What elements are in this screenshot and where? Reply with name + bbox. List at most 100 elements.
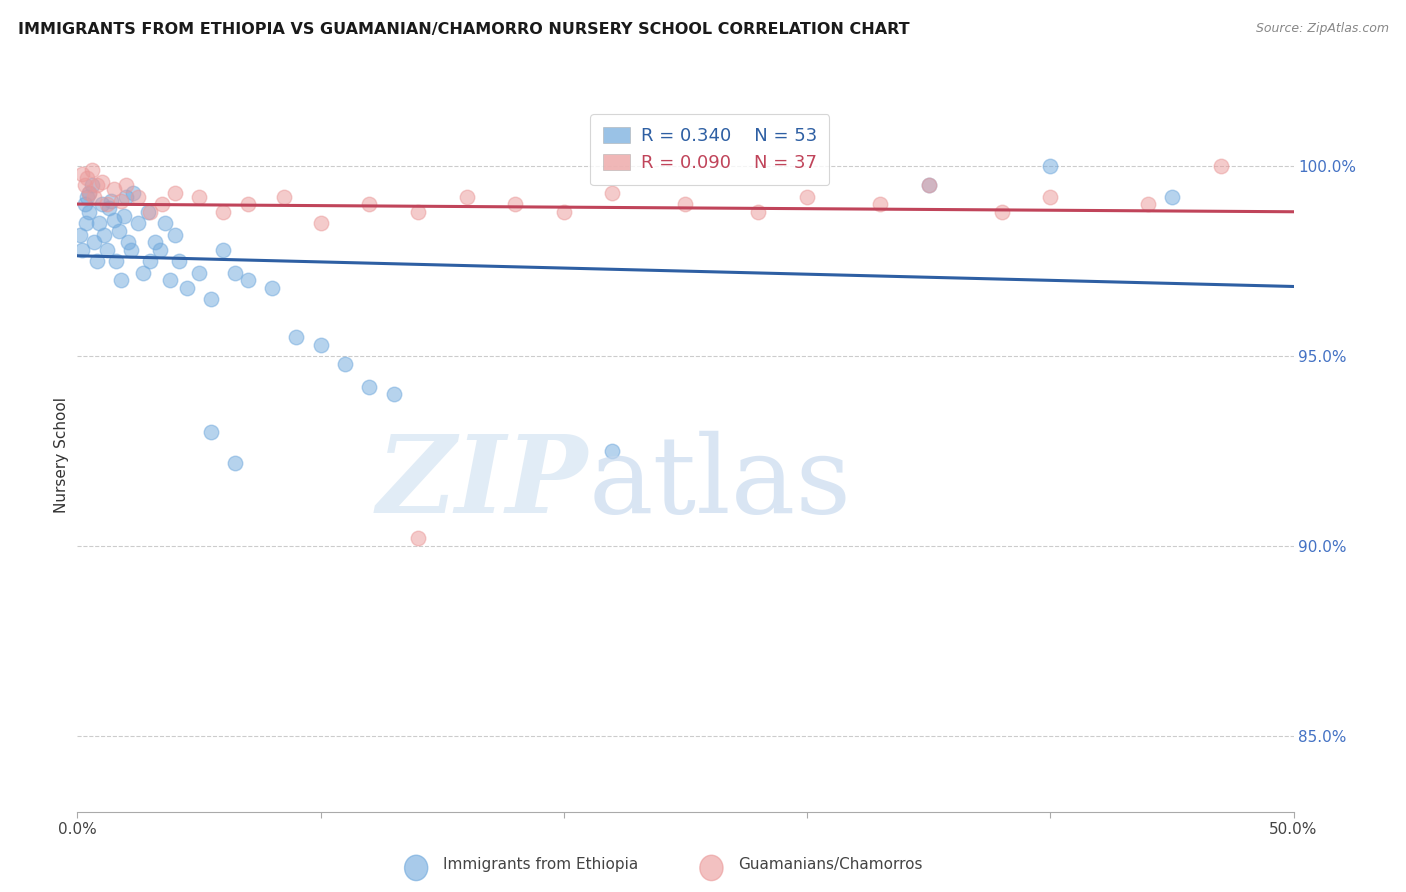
Point (188, 190, 211, 204)
Point (112, 209, 135, 223)
Point (163, 186, 186, 200)
Point (359, 379, 381, 393)
Point (103, 182, 125, 196)
Point (83, 190, 105, 204)
Legend: R = 0.340    N = 53, R = 0.090    N = 37: R = 0.340 N = 53, R = 0.090 N = 37 (591, 114, 830, 186)
Point (309, 338, 332, 352)
Point (1209, 160, 1232, 174)
Point (1161, 190, 1184, 204)
Point (456, 190, 478, 204)
Point (169, 254, 191, 268)
Point (75, 216, 97, 230)
Point (76, 190, 98, 204)
Point (73, 178, 96, 193)
Point (152, 197, 174, 211)
Point (918, 178, 941, 193)
Point (83, 235, 105, 250)
Point (918, 178, 941, 193)
Point (503, 197, 526, 211)
Point (1136, 197, 1159, 211)
Point (122, 186, 145, 200)
Point (76, 170, 98, 185)
Text: atlas: atlas (588, 431, 851, 536)
Point (105, 254, 128, 268)
Text: Source: ZipAtlas.com: Source: ZipAtlas.com (1256, 22, 1389, 36)
Point (70, 167, 93, 181)
Point (359, 197, 381, 211)
Point (159, 273, 181, 287)
Point (90, 197, 112, 211)
Point (200, 293, 222, 307)
Point (86, 178, 108, 193)
Point (80, 178, 103, 193)
Point (309, 216, 332, 230)
Point (80, 163, 103, 178)
Point (406, 532, 429, 546)
Point (79, 186, 101, 200)
Point (110, 194, 132, 208)
Point (115, 178, 138, 193)
Point (107, 224, 129, 238)
Point (149, 243, 172, 257)
Point (79, 186, 101, 200)
Point (79, 205, 101, 219)
Point (236, 273, 259, 287)
Point (73, 197, 96, 211)
Text: Guamanians/Chamorros: Guamanians/Chamorros (738, 857, 922, 872)
Point (406, 205, 429, 219)
Point (553, 205, 575, 219)
Point (127, 216, 149, 230)
Point (96, 197, 118, 211)
Point (796, 190, 818, 204)
Point (89, 216, 111, 230)
Point (224, 266, 246, 280)
Point (139, 254, 162, 268)
Point (153, 216, 176, 230)
Point (1039, 160, 1062, 174)
Point (93, 227, 115, 242)
Point (69, 227, 91, 242)
Point (236, 197, 259, 211)
Point (675, 197, 697, 211)
Point (127, 190, 149, 204)
Point (285, 330, 308, 344)
Text: IMMIGRANTS FROM ETHIOPIA VS GUAMANIAN/CHAMORRO NURSERY SCHOOL CORRELATION CHART: IMMIGRANTS FROM ETHIOPIA VS GUAMANIAN/CH… (18, 22, 910, 37)
Point (96, 243, 118, 257)
Point (176, 281, 198, 295)
Point (1039, 190, 1062, 204)
Point (97, 201, 120, 215)
Point (188, 266, 211, 280)
Point (990, 205, 1012, 219)
Text: ZIP: ZIP (377, 431, 588, 536)
Point (103, 212, 125, 227)
Text: Immigrants from Ethiopia: Immigrants from Ethiopia (443, 857, 638, 872)
Point (143, 235, 166, 250)
Point (602, 186, 624, 200)
Point (139, 205, 162, 219)
Point (132, 266, 155, 280)
Point (224, 456, 246, 470)
Point (212, 243, 235, 257)
Point (86, 254, 108, 268)
Point (382, 387, 405, 401)
Point (70, 243, 93, 257)
Point (90, 175, 112, 189)
Point (273, 190, 295, 204)
Point (120, 243, 142, 257)
Ellipse shape (405, 855, 427, 880)
Point (869, 197, 891, 211)
Point (212, 205, 235, 219)
Ellipse shape (700, 855, 723, 880)
Point (100, 194, 122, 208)
Point (115, 190, 138, 204)
Point (117, 235, 139, 250)
Point (602, 444, 624, 458)
Point (200, 425, 222, 439)
Point (136, 205, 159, 219)
Point (747, 205, 769, 219)
Point (333, 357, 356, 371)
Y-axis label: Nursery School: Nursery School (53, 397, 69, 513)
Point (260, 281, 283, 295)
Point (163, 227, 186, 242)
Point (110, 273, 132, 287)
